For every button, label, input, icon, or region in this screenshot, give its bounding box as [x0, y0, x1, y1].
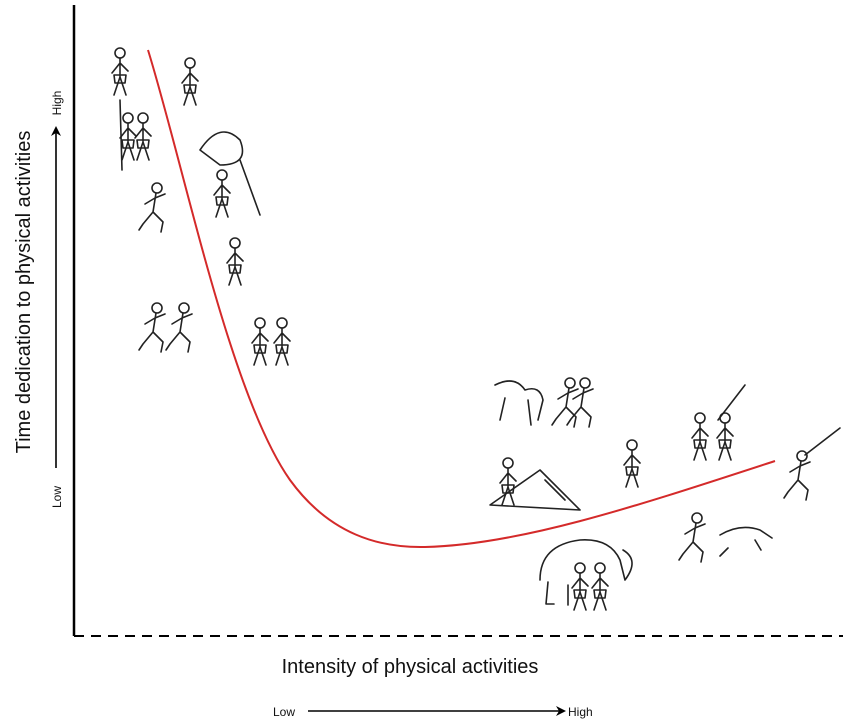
- illustrations-high-intensity: [490, 378, 840, 610]
- x-axis-title: Intensity of physical activities: [282, 656, 539, 678]
- x-axis-low: Low: [273, 705, 295, 719]
- y-axis-high: High: [50, 91, 64, 116]
- y-axis-low: Low: [50, 486, 64, 508]
- x-axis-high: High: [568, 705, 593, 719]
- y-axis-title: Time dedication to physical activities: [13, 131, 35, 454]
- trend-curve: [148, 50, 775, 547]
- diagram: Time dedication to physical activities L…: [0, 0, 843, 722]
- illustrations-low-intensity: [112, 48, 290, 365]
